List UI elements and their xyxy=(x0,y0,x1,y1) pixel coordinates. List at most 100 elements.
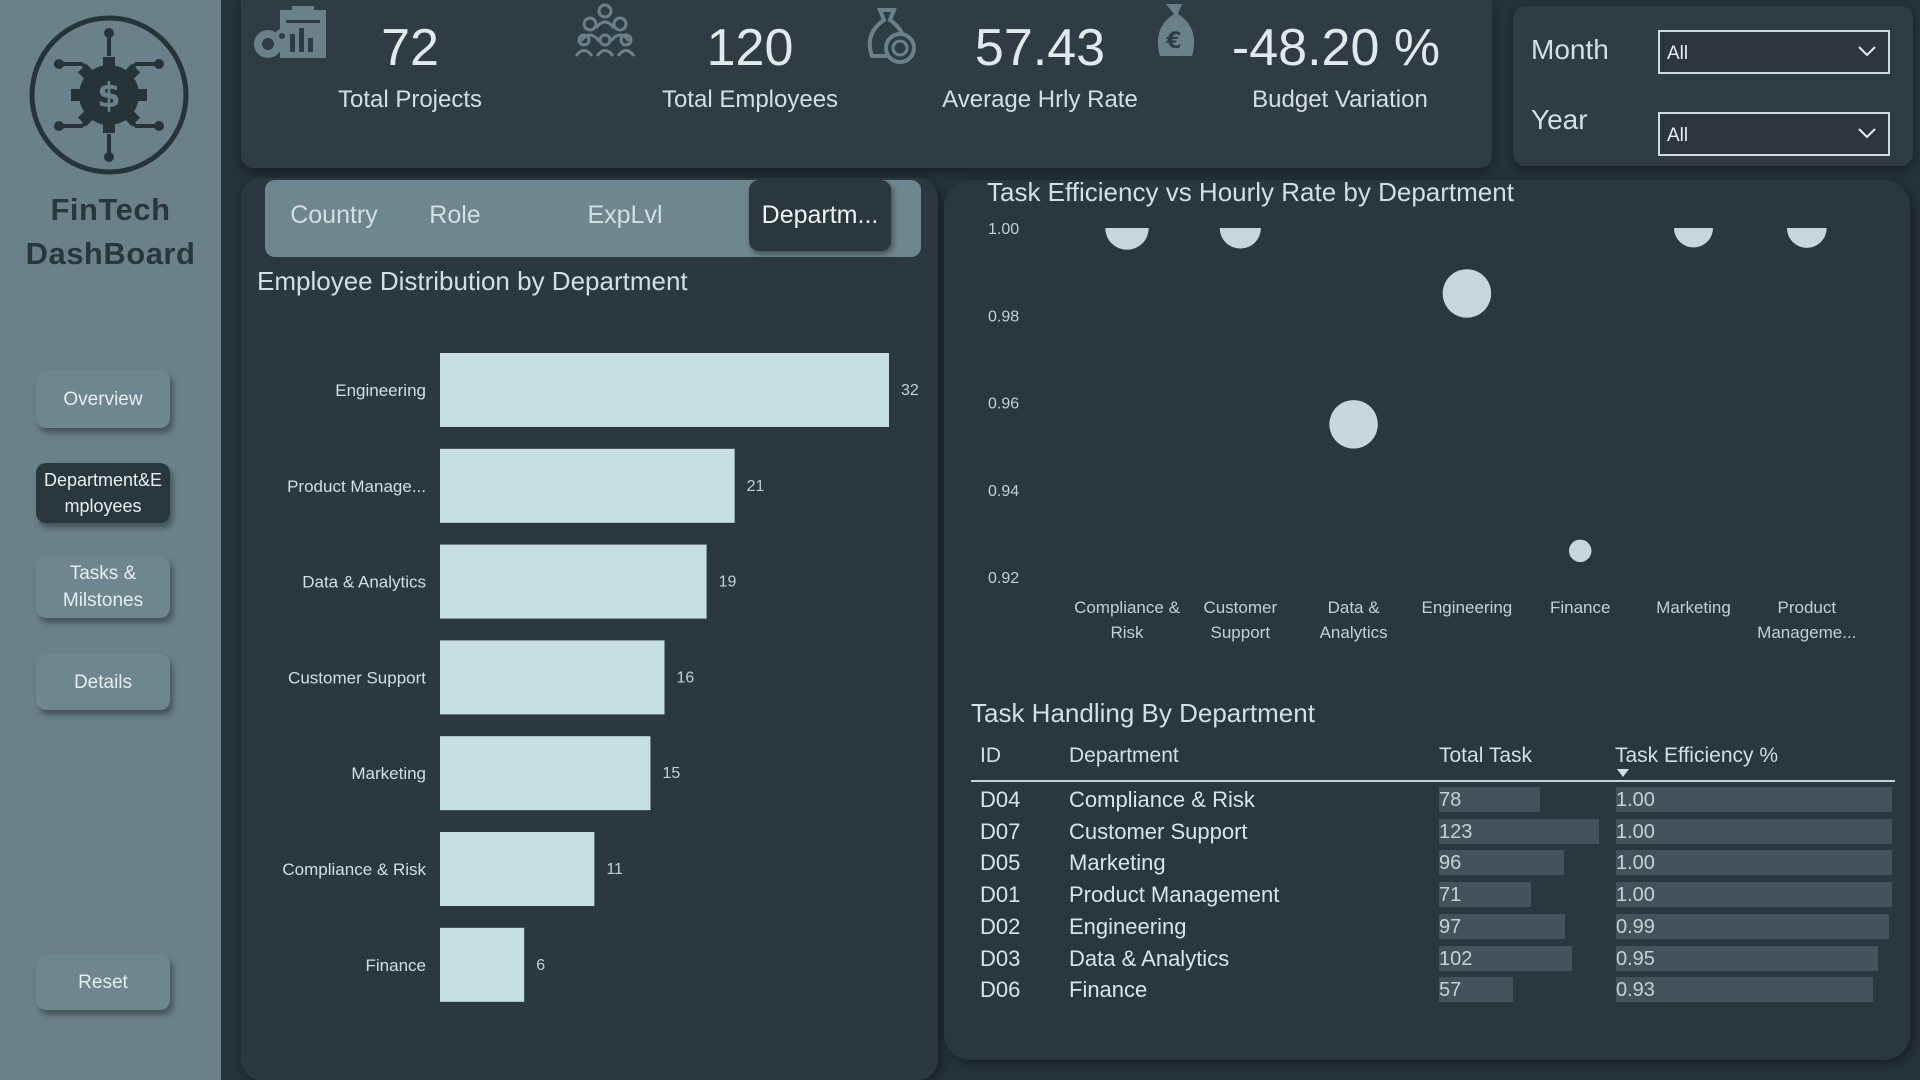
task-efficiency-panel xyxy=(944,180,1910,1060)
reset-button[interactable]: Reset xyxy=(36,954,170,1010)
x-category-label: Customer xyxy=(1203,598,1277,617)
brand-name: FinTech DashBoard xyxy=(0,188,221,276)
kpi-panel xyxy=(241,0,1492,168)
table-row[interactable]: D03 Data & Analytics 102 0.95 xyxy=(971,944,1895,976)
sort-descending-icon xyxy=(1617,769,1629,777)
table-row[interactable]: D01 Product Management 71 1.00 xyxy=(971,880,1895,912)
y-tick-label: 0.96 xyxy=(988,396,1019,413)
cell-department: Product Management xyxy=(1069,882,1280,908)
cell-task-efficiency: 1.00 xyxy=(1616,820,1655,843)
bar-value-label: 16 xyxy=(677,669,695,686)
bar-value-label: 11 xyxy=(606,861,623,878)
tab-explvl[interactable]: ExpLvl xyxy=(587,201,663,229)
avg-hourly-rate-label: Average Hrly Rate xyxy=(942,86,1138,113)
bar-value-label: 6 xyxy=(536,957,545,974)
cell-id: D05 xyxy=(980,850,1021,876)
task-efficiency-scatter-chart: 1.00 0.98 0.96 0.94 0.92 Compliance & Risk Cust… xyxy=(988,210,1856,642)
bar-value-label: 32 xyxy=(901,382,919,399)
team-people-icon xyxy=(574,3,636,57)
scatter-point[interactable] xyxy=(1442,269,1492,318)
cell-id: D03 xyxy=(980,945,1021,971)
table-header-divider xyxy=(971,780,1895,782)
bar-category-label: Customer Support xyxy=(288,668,426,687)
bar-category-label: Marketing xyxy=(351,764,426,783)
table-row[interactable]: D02 Engineering 97 0.99 xyxy=(971,912,1895,944)
total-projects-value: 72 xyxy=(381,19,439,77)
tab-department[interactable]: Departm... xyxy=(749,180,891,251)
column-header-task-efficiency[interactable]: Task Efficiency % xyxy=(1615,744,1779,767)
total-employees-label: Total Employees xyxy=(661,86,839,113)
table-row[interactable]: D04 Compliance & Risk 78 1.00 xyxy=(971,785,1895,817)
bar[interactable] xyxy=(440,544,707,619)
svg-text:€: € xyxy=(1165,29,1181,54)
total-task-databar xyxy=(1439,818,1599,844)
bar-value-label: 15 xyxy=(662,765,680,782)
cell-total-task: 57 xyxy=(1439,979,1462,1002)
employee-distribution-bar-chart: Engineering 32 Product Manage... 21 Data & A… xyxy=(282,353,919,1002)
total-employees-value: 120 xyxy=(706,19,794,77)
nav-details-button[interactable]: Details xyxy=(36,654,170,710)
bar-category-label: Product Manage... xyxy=(287,477,426,496)
x-category-label: Product xyxy=(1778,598,1837,617)
x-category-label: Finance xyxy=(1550,598,1610,617)
month-select[interactable]: All xyxy=(1658,30,1890,74)
euro-bag-icon: € xyxy=(1157,4,1195,56)
table-row[interactable]: D05 Marketing 96 1.00 xyxy=(971,848,1895,880)
task-efficiency-databar xyxy=(1616,882,1892,908)
y-tick-label: 0.98 xyxy=(988,308,1019,325)
scatter-point[interactable] xyxy=(1105,210,1149,250)
cell-department: Customer Support xyxy=(1069,818,1248,844)
bar-category-label: Data & Analytics xyxy=(302,573,426,592)
task-efficiency-databar xyxy=(1616,977,1873,1003)
avg-hourly-rate-value: 57.43 xyxy=(974,19,1106,77)
bar[interactable] xyxy=(440,640,665,715)
nav-overview-button[interactable]: Overview xyxy=(36,370,170,428)
bar[interactable] xyxy=(440,353,889,427)
y-tick-label: 0.94 xyxy=(988,483,1019,500)
x-category-label: Data & xyxy=(1328,598,1381,617)
scatter-point[interactable] xyxy=(1674,210,1713,248)
year-select[interactable]: All xyxy=(1658,112,1890,156)
bar[interactable] xyxy=(440,832,595,906)
task-efficiency-title: Task Efficiency vs Hourly Rate by Depart… xyxy=(987,177,1514,207)
budget-variation-value: -48.20 % xyxy=(1231,19,1441,77)
nav-department-employees-button[interactable]: Department&Employees xyxy=(36,463,170,523)
cell-id: D07 xyxy=(980,818,1021,844)
cell-department: Finance xyxy=(1069,977,1148,1003)
table-row[interactable]: D06 Finance 57 0.93 xyxy=(971,975,1895,1007)
cell-total-task: 71 xyxy=(1439,884,1462,907)
tab-role[interactable]: Role xyxy=(429,201,481,229)
column-header-total-task[interactable]: Total Task xyxy=(1439,744,1532,767)
task-efficiency-databar xyxy=(1616,787,1892,812)
scatter-point[interactable] xyxy=(1329,400,1378,449)
task-efficiency-databar xyxy=(1616,913,1890,939)
cell-task-efficiency: 1.00 xyxy=(1616,789,1655,811)
nav-tasks-milestones-button[interactable]: Tasks & Milstones xyxy=(36,556,170,618)
column-header-id[interactable]: ID xyxy=(980,744,1001,767)
total-projects-label: Total Projects xyxy=(337,86,483,113)
cell-id: D04 xyxy=(980,787,1021,812)
task-efficiency-databar xyxy=(1616,850,1892,876)
column-header-department[interactable]: Department xyxy=(1069,744,1179,767)
scatter-point[interactable] xyxy=(1786,210,1827,248)
bar[interactable] xyxy=(440,736,651,811)
x-category-label: Manageme... xyxy=(1757,623,1856,642)
budget-variation-label: Budget Variation xyxy=(1252,86,1428,113)
year-select-value: All xyxy=(1667,125,1689,146)
month-label: Month xyxy=(1531,34,1609,65)
scatter-point[interactable] xyxy=(1219,210,1261,249)
dollar-gear-icon: $ xyxy=(29,15,189,175)
year-label: Year xyxy=(1531,104,1588,135)
bar-category-label: Engineering xyxy=(335,381,426,400)
svg-text:$: $ xyxy=(97,76,121,116)
chevron-down-icon xyxy=(1858,128,1876,139)
table-row[interactable]: D07 Customer Support 123 1.00 xyxy=(971,817,1895,849)
scatter-point[interactable] xyxy=(1568,539,1592,563)
bar[interactable] xyxy=(440,448,735,523)
tab-country[interactable]: Country xyxy=(290,201,378,229)
task-handling-title: Task Handling By Department xyxy=(971,698,1315,728)
cell-department: Marketing xyxy=(1069,850,1166,876)
x-category-label: Analytics xyxy=(1320,623,1388,642)
bar[interactable] xyxy=(440,927,525,1002)
cell-task-efficiency: 0.95 xyxy=(1616,947,1655,970)
